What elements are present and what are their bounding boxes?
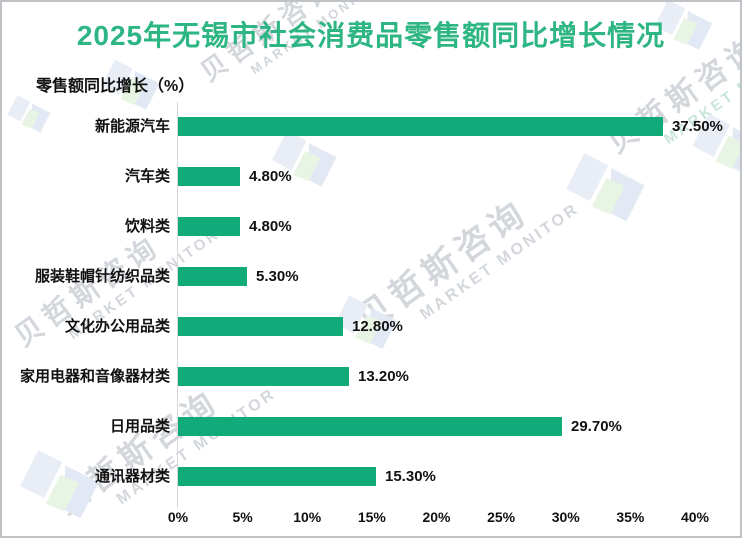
value-label: 13.20% [358, 368, 409, 385]
x-tick-label: 25% [487, 509, 516, 525]
y-axis-line [177, 102, 178, 508]
category-label: 新能源汽车 [94, 118, 170, 135]
bar [178, 117, 663, 136]
bar [178, 417, 562, 436]
x-tick-label: 35% [616, 509, 645, 525]
category-label: 汽车类 [124, 168, 170, 185]
value-label: 29.70% [571, 418, 622, 435]
y-axis-label: 零售额同比增长（%） [36, 78, 195, 95]
category-label: 服装鞋帽针纺织品类 [34, 268, 170, 285]
category-label: 日用品类 [109, 418, 170, 435]
value-label: 5.30% [256, 268, 299, 285]
bar [178, 317, 343, 336]
x-tick-label: 20% [422, 509, 451, 525]
chart-title: 2025年无锡市社会消费品零售额同比增长情况 [76, 20, 666, 51]
watermark-brand-cn: 贝哲斯咨询 [349, 192, 536, 339]
value-label: 37.50% [672, 118, 723, 135]
watermark-logo-icon [692, 113, 740, 175]
x-tick-label: 5% [232, 509, 253, 525]
value-label: 4.80% [249, 168, 292, 185]
bar [178, 367, 349, 386]
category-label: 文化办公用品类 [64, 318, 170, 335]
value-label: 12.80% [352, 318, 403, 335]
x-tick-label: 0% [167, 509, 189, 525]
x-tick-label: 10% [293, 509, 322, 525]
watermark-brand-en: MARKET MONITOR [113, 385, 280, 509]
bar [178, 167, 240, 186]
category-label: 通讯器材类 [94, 468, 170, 485]
x-tick-label: 40% [680, 509, 710, 525]
value-label: 4.80% [249, 218, 292, 235]
category-label: 饮料类 [124, 218, 170, 235]
value-label: 15.30% [385, 468, 436, 485]
watermark-brand-en: MARKET MONITOR [417, 200, 583, 324]
x-tick-label: 15% [357, 509, 386, 525]
bar [178, 217, 240, 236]
watermark-logo-icon [566, 153, 645, 222]
bar [178, 467, 376, 486]
category-label: 家用电器和音像器材类 [19, 368, 170, 385]
x-tick-label: 30% [551, 509, 580, 525]
bar [178, 267, 247, 286]
